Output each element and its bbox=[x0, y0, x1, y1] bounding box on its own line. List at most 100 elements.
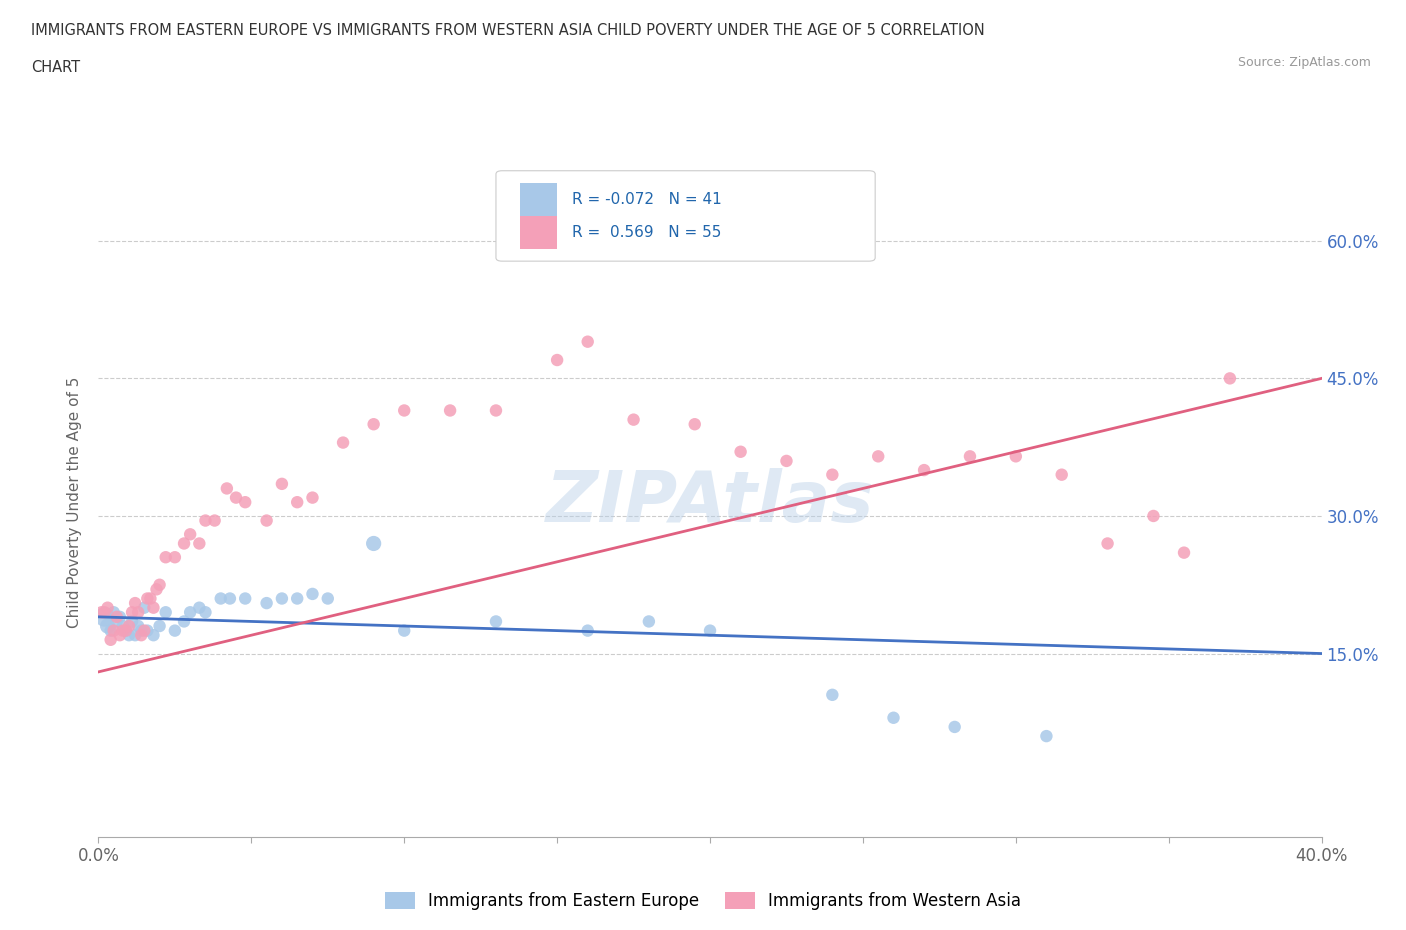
Point bbox=[683, 417, 706, 432]
Point bbox=[127, 618, 149, 633]
Point bbox=[111, 618, 134, 633]
Point bbox=[155, 604, 177, 619]
Point bbox=[124, 628, 146, 643]
Text: Source: ZipAtlas.com: Source: ZipAtlas.com bbox=[1237, 56, 1371, 69]
Text: ZIPAtlas: ZIPAtlas bbox=[546, 468, 875, 537]
Point bbox=[108, 609, 131, 624]
Point bbox=[194, 604, 217, 619]
Point bbox=[105, 609, 128, 624]
Point bbox=[100, 632, 122, 647]
Point bbox=[194, 513, 217, 528]
Point bbox=[363, 417, 385, 432]
Point bbox=[1097, 536, 1119, 551]
Point bbox=[179, 604, 201, 619]
Point bbox=[188, 536, 211, 551]
Point bbox=[129, 628, 152, 643]
Point bbox=[90, 604, 112, 619]
Point bbox=[392, 623, 416, 638]
Point bbox=[145, 582, 167, 597]
Point bbox=[576, 623, 599, 638]
Point bbox=[912, 462, 935, 477]
Point bbox=[108, 628, 131, 643]
Point bbox=[270, 591, 292, 606]
Point bbox=[134, 600, 156, 615]
Point bbox=[1142, 509, 1164, 524]
Point bbox=[1219, 371, 1241, 386]
Point bbox=[121, 604, 143, 619]
Text: IMMIGRANTS FROM EASTERN EUROPE VS IMMIGRANTS FROM WESTERN ASIA CHILD POVERTY UND: IMMIGRANTS FROM EASTERN EUROPE VS IMMIGR… bbox=[31, 23, 984, 38]
Point bbox=[316, 591, 339, 606]
Point bbox=[225, 490, 247, 505]
Point bbox=[775, 454, 797, 469]
Point bbox=[485, 403, 508, 418]
Text: R =  0.569   N = 55: R = 0.569 N = 55 bbox=[572, 225, 721, 240]
Text: CHART: CHART bbox=[31, 60, 80, 75]
Point bbox=[111, 623, 134, 638]
Point bbox=[363, 536, 385, 551]
Point bbox=[173, 614, 195, 629]
Text: R = -0.072   N = 41: R = -0.072 N = 41 bbox=[572, 192, 721, 207]
Point bbox=[1173, 545, 1195, 560]
Point bbox=[256, 595, 278, 610]
Bar bbox=[520, 216, 557, 249]
Point bbox=[332, 435, 354, 450]
Point bbox=[118, 628, 141, 643]
Point bbox=[1050, 467, 1073, 482]
Point bbox=[127, 604, 149, 619]
Point bbox=[301, 587, 323, 602]
Point bbox=[285, 495, 308, 510]
Point bbox=[100, 623, 122, 638]
Point bbox=[97, 618, 120, 633]
Point bbox=[163, 623, 186, 638]
FancyBboxPatch shape bbox=[496, 171, 875, 261]
Point bbox=[121, 614, 143, 629]
Point bbox=[93, 604, 115, 619]
Point bbox=[149, 618, 172, 633]
Point bbox=[233, 495, 256, 510]
Point bbox=[134, 623, 156, 638]
Point bbox=[392, 403, 416, 418]
Point bbox=[97, 600, 120, 615]
Point bbox=[209, 591, 232, 606]
Point bbox=[93, 609, 115, 624]
Point bbox=[730, 445, 752, 459]
Point bbox=[115, 623, 138, 638]
Point bbox=[204, 513, 226, 528]
Point bbox=[256, 513, 278, 528]
Point bbox=[1035, 729, 1057, 744]
Point bbox=[179, 527, 201, 542]
Point bbox=[142, 600, 165, 615]
Point bbox=[103, 604, 125, 619]
Point bbox=[219, 591, 242, 606]
Point bbox=[623, 412, 645, 427]
Point bbox=[546, 352, 568, 367]
Point bbox=[173, 536, 195, 551]
Point bbox=[136, 623, 159, 638]
Y-axis label: Child Poverty Under the Age of 5: Child Poverty Under the Age of 5 bbox=[67, 377, 83, 628]
Point bbox=[155, 550, 177, 565]
Point bbox=[943, 720, 966, 735]
Point bbox=[149, 578, 172, 592]
Point bbox=[142, 628, 165, 643]
Bar bbox=[520, 183, 557, 217]
Point bbox=[270, 476, 292, 491]
Point bbox=[868, 449, 890, 464]
Point bbox=[105, 614, 128, 629]
Point bbox=[188, 600, 211, 615]
Point bbox=[439, 403, 461, 418]
Point bbox=[285, 591, 308, 606]
Point bbox=[485, 614, 508, 629]
Point bbox=[139, 591, 162, 606]
Point bbox=[163, 550, 186, 565]
Point bbox=[136, 591, 159, 606]
Point bbox=[233, 591, 256, 606]
Point bbox=[959, 449, 981, 464]
Point bbox=[124, 595, 146, 610]
Point bbox=[883, 711, 905, 725]
Point bbox=[115, 623, 138, 638]
Point bbox=[699, 623, 721, 638]
Point bbox=[821, 467, 844, 482]
Point bbox=[1004, 449, 1026, 464]
Legend: Immigrants from Eastern Europe, Immigrants from Western Asia: Immigrants from Eastern Europe, Immigran… bbox=[378, 885, 1028, 917]
Point bbox=[129, 623, 152, 638]
